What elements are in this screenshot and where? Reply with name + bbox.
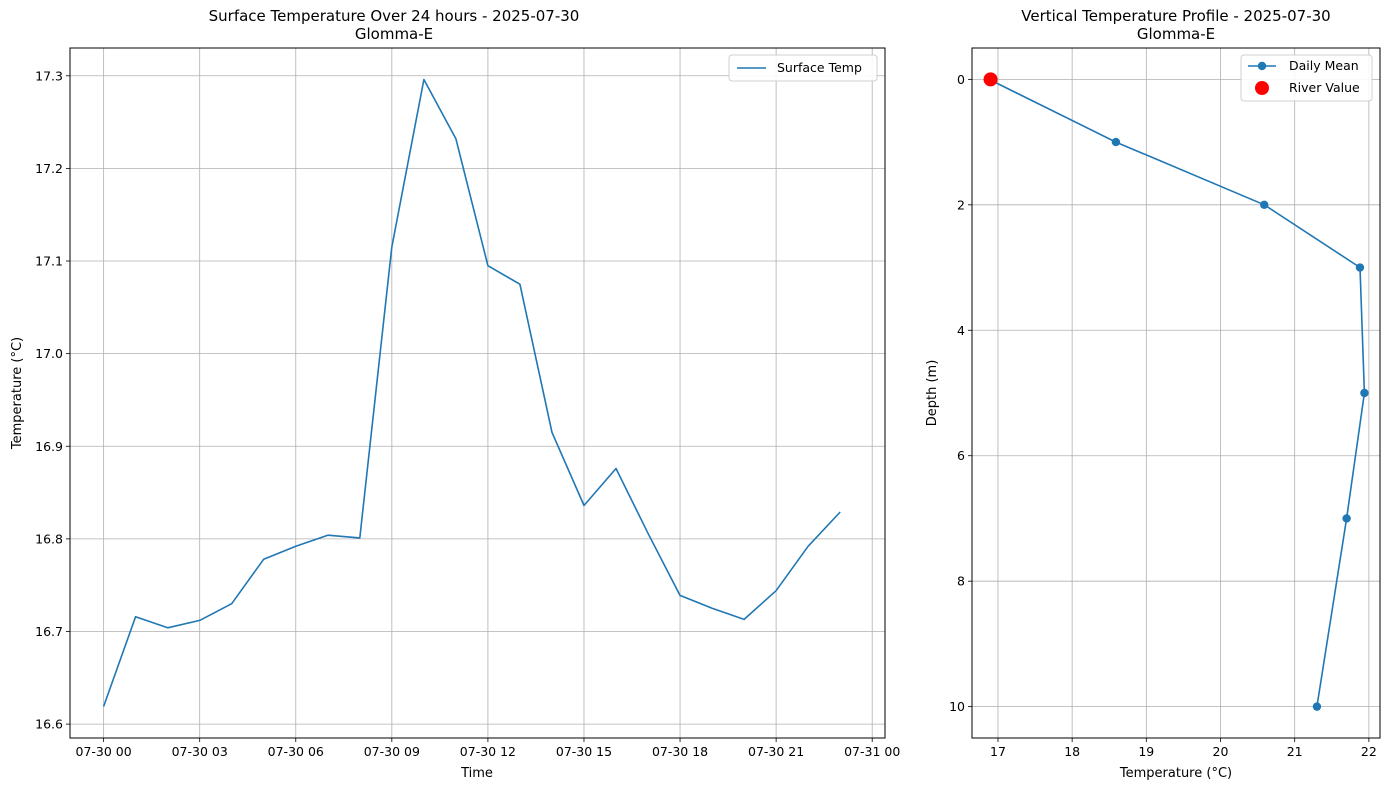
chart2-ylabel: Depth (m) [925,360,940,427]
chart2-series [983,72,1369,711]
chart1-x-tick-label: 07-30 09 [364,744,420,759]
daily-mean-point [1355,263,1365,272]
chart1-x-tick-label: 07-30 15 [556,744,612,759]
chart1-x-tick-label: 07-31 00 [844,744,900,759]
chart1-x-tick-label: 07-30 12 [460,744,516,759]
chart1-legend: Surface Temp [728,54,878,82]
chart1-y-tick-label: 17.3 [35,68,63,83]
chart2-x-tick-label: 18 [1064,744,1080,759]
chart2-legend: Daily Mean River Value [1240,54,1373,102]
chart1-x-tick-label: 07-30 18 [652,744,708,759]
chart1-title: Surface Temperature Over 24 hours - 2025… [209,7,580,25]
chart1-y-ticks: 16.6 16.7 16.8 16.9 17.0 17.1 17.2 17.3 [35,68,70,732]
daily-mean-point [1312,702,1322,711]
chart1-series [102,78,841,707]
daily-mean-point [1260,200,1269,210]
chart1-legend-box [728,54,878,82]
chart2-frame [971,47,1381,739]
chart1-frame [69,47,886,739]
chart1-x-tick-label: 07-30 21 [748,744,804,759]
daily-mean-point [1111,137,1121,147]
daily-mean-point [1342,514,1351,523]
chart1-y-tick-label: 16.7 [35,624,63,639]
chart2-x-tick-label: 17 [990,744,1006,759]
chart1-x-tick-label: 07-30 06 [268,744,324,759]
chart2-y-tick-label: 4 [957,323,965,338]
chart2-y-tick-label: 0 [957,72,965,87]
chart2-x-tick-label: 19 [1138,744,1154,759]
chart1-y-tick-label: 17.2 [35,161,63,176]
chart1-x-tick-label: 07-30 03 [172,744,228,759]
chart2-y-tick-label: 10 [949,699,965,714]
legend-daily-mean-marker [1257,61,1267,71]
chart2-title: Vertical Temperature Profile - 2025-07-3… [1021,7,1330,25]
chart1-y-tick-label: 16.6 [35,717,63,732]
legend-river-value-label: River Value [1289,80,1360,95]
chart2-y-ticks: 0 2 4 6 8 10 [949,72,972,714]
daily-mean-point [1360,388,1369,398]
chart2-subtitle: Glomma-E [1137,25,1215,43]
chart1-x-tick-label: 07-30 00 [76,744,132,759]
chart2-x-tick-label: 21 [1287,744,1303,759]
legend-daily-mean-label: Daily Mean [1289,58,1359,73]
river-value-point [983,72,998,87]
vertical-profile-chart: Vertical Temperature Profile - 2025-07-3… [925,7,1381,781]
chart2-xlabel: Temperature (°C) [1119,766,1232,781]
chart2-x-tick-label: 22 [1361,744,1377,759]
legend-river-value-marker [1255,81,1269,95]
surface-temperature-chart: Surface Temperature Over 24 hours - 2025… [10,7,900,781]
chart2-x-tick-label: 20 [1213,744,1229,759]
chart2-grid [972,48,1380,738]
chart2-y-tick-label: 8 [957,574,965,589]
chart1-y-tick-label: 17.1 [35,254,63,269]
chart1-y-tick-label: 16.9 [35,439,63,454]
chart2-y-tick-label: 6 [957,448,965,463]
chart2-x-ticks: 17 18 19 20 21 22 [990,738,1377,759]
surface-temp-line [102,78,841,707]
legend-surface-temp-label: Surface Temp [777,60,862,75]
chart1-x-ticks: 07-30 00 07-30 03 07-30 06 07-30 09 07-30 12… [76,738,900,759]
chart1-y-tick-label: 16.8 [35,531,63,546]
chart1-ylabel: Temperature (°C) [10,337,25,450]
chart2-y-tick-label: 2 [957,197,965,212]
chart1-y-tick-label: 17.0 [35,346,63,361]
chart1-subtitle: Glomma-E [355,25,433,43]
chart1-xlabel: Time [460,766,493,781]
chart1-grid [70,48,885,738]
